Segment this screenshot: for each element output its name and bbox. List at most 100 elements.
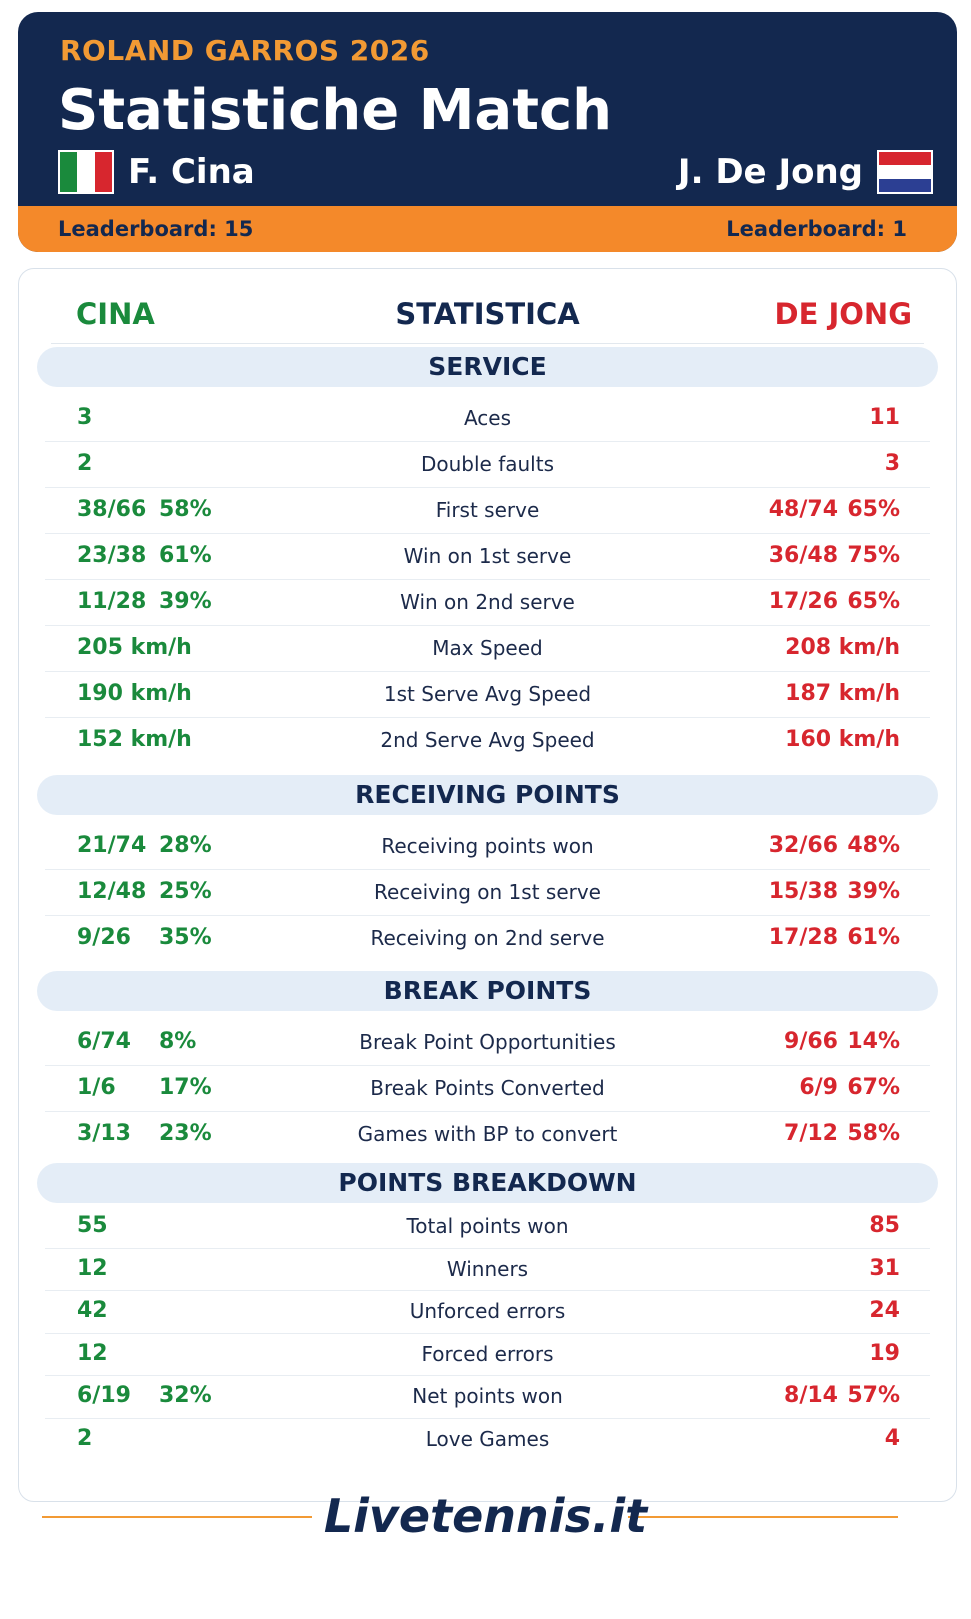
player2-percent: 48% (847, 833, 900, 858)
stat-label: Receiving points won (381, 834, 594, 858)
stat-label: First serve (435, 498, 540, 522)
player1-value: 23/38 (77, 543, 147, 568)
stat-label: Receiving on 2nd serve (370, 926, 605, 950)
event-name: ROLAND GARROS 2026 (60, 34, 430, 67)
stat-label: Receiving on 1st serve (374, 880, 601, 904)
player1-value: 12 (77, 1255, 108, 1281)
player1-header: F. Cina (60, 152, 255, 192)
stat-label: Double faults (420, 452, 555, 476)
player1-value: 3/13 (77, 1121, 131, 1146)
player1-value: 152 km/h (77, 727, 192, 752)
flag-stripe (879, 178, 931, 192)
stat-label: Love Games (425, 1426, 550, 1451)
footer-divider-left (42, 1516, 312, 1518)
player1-percent: 17% (159, 1075, 212, 1100)
stat-label: Break Points Converted (370, 1076, 605, 1100)
stat-label: Forced errors (421, 1341, 554, 1366)
player2-percent: 61% (847, 925, 900, 950)
stat-row: 1st Serve Avg Speed 190 km/h 187 km/h (45, 671, 930, 718)
player1-value: 205 km/h (77, 635, 192, 660)
stats-card: STATISTICA CINA DE JONG SERVICE Aces 3 11 Do… (18, 268, 957, 1502)
stat-row: Break Point Opportunities 6/74 8% 9/66 14% (45, 1019, 930, 1066)
player2-value: 17/26 (768, 589, 838, 614)
stat-label: Aces (463, 406, 512, 430)
player2-value: 11 (869, 405, 900, 430)
player1-percent: 32% (159, 1383, 212, 1408)
player1-percent: 39% (159, 589, 212, 614)
stat-row: Win on 2nd serve 11/28 39% 17/26 65% (45, 579, 930, 626)
section-header: SERVICE (37, 347, 938, 387)
player2-value: 160 km/h (785, 727, 900, 752)
stat-row: Aces 3 11 (45, 395, 930, 442)
player1-value: 2 (77, 451, 93, 476)
stat-label: 2nd Serve Avg Speed (380, 728, 595, 752)
stat-label: Winners (446, 1256, 529, 1281)
player1-value: 55 (77, 1213, 108, 1238)
player2-value: 17/28 (768, 925, 838, 950)
stat-row: Games with BP to convert 3/13 23% 7/12 58% (45, 1111, 930, 1157)
player2-percent: 57% (847, 1383, 900, 1408)
page-title: Statistiche Match (58, 78, 613, 143)
player2-value: 19 (869, 1340, 900, 1366)
player1-value: 38/66 (77, 497, 147, 522)
stat-row: Winners 12 31 (45, 1248, 930, 1291)
player2-value: 48/74 (768, 497, 838, 522)
player1-percent: 25% (159, 879, 212, 904)
stat-row: First serve 38/66 58% 48/74 65% (45, 487, 930, 534)
player1-value: 6/74 (77, 1029, 131, 1054)
flag-stripe (879, 152, 931, 166)
player1-value: 190 km/h (77, 681, 192, 706)
player2-value: 9/66 (784, 1029, 838, 1054)
footer-divider-right (628, 1516, 898, 1518)
brand-logo: Livetennis.it (323, 1489, 648, 1543)
flag-stripe (60, 152, 78, 192)
player2-percent: 65% (847, 589, 900, 614)
player1-percent: 35% (159, 925, 212, 950)
player2-value: 7/12 (784, 1121, 838, 1146)
player1-value: 3 (77, 405, 93, 430)
stat-row: Receiving points won 21/74 28% 32/66 48% (45, 823, 930, 870)
stat-label: Unforced errors (409, 1299, 566, 1323)
column-header: STATISTICA CINA DE JONG (51, 287, 924, 344)
player1-leaderboard: Leaderboard: 15 (58, 217, 254, 241)
stat-row: Max Speed 205 km/h 208 km/h (45, 625, 930, 672)
stat-label: Break Point Opportunities (359, 1030, 616, 1054)
player2-name: J. De Jong (677, 152, 863, 192)
leaderboard-bar: Leaderboard: 15 Leaderboard: 1 (18, 206, 957, 252)
player2-value: 36/48 (768, 543, 838, 568)
player2-percent: 14% (847, 1029, 900, 1054)
player2-value: 6/9 (799, 1075, 838, 1100)
player2-value: 24 (869, 1298, 900, 1323)
flag-stripe (879, 165, 931, 179)
flag-stripe (94, 152, 112, 192)
player1-percent: 61% (159, 543, 212, 568)
stat-label: Net points won (412, 1384, 563, 1408)
stat-row: Love Games 2 4 (45, 1418, 930, 1461)
player1-value: 12 (77, 1340, 108, 1366)
stat-label: Games with BP to convert (357, 1122, 618, 1146)
player1-value: 12/48 (77, 879, 147, 904)
section-header: BREAK POINTS (37, 971, 938, 1011)
stat-row: Unforced errors 42 24 (45, 1290, 930, 1334)
player2-leaderboard: Leaderboard: 1 (726, 217, 907, 241)
player1-percent: 23% (159, 1121, 212, 1146)
player2-percent: 58% (847, 1121, 900, 1146)
player2-value: 3 (884, 451, 900, 476)
stat-row: Double faults 2 3 (45, 441, 930, 488)
stat-label: Total points won (406, 1214, 569, 1238)
player2-value: 208 km/h (785, 635, 900, 660)
player2-value: 85 (869, 1213, 900, 1238)
stat-label: Win on 1st serve (403, 544, 572, 568)
section-header: POINTS BREAKDOWN (37, 1163, 938, 1203)
section-header: RECEIVING POINTS (37, 775, 938, 815)
stat-row: Win on 1st serve 23/38 61% 36/48 75% (45, 533, 930, 580)
player1-percent: 58% (159, 497, 212, 522)
player2-percent: 39% (847, 879, 900, 904)
player1-name: F. Cina (128, 152, 255, 192)
player1-value: 1/6 (77, 1075, 116, 1100)
player2-value: 32/66 (768, 833, 838, 858)
player2-value: 15/38 (768, 879, 838, 904)
footer: Livetennis.it (0, 1488, 971, 1548)
player2-value: 4 (884, 1425, 900, 1451)
player1-value: 6/19 (77, 1383, 131, 1408)
